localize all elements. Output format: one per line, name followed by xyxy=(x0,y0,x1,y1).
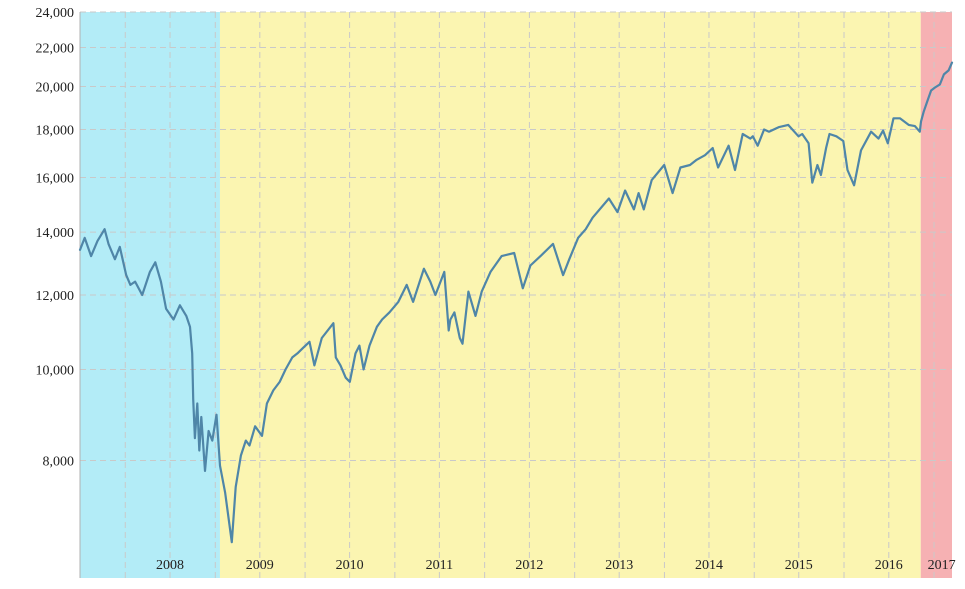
x-tick-label: 2015 xyxy=(785,558,813,573)
series-line-1 xyxy=(78,61,954,544)
x-tick-label: 2008 xyxy=(156,558,184,573)
x-tick-label: 2017 xyxy=(928,558,956,573)
x-tick-label: 2013 xyxy=(605,558,633,573)
x-tick-label: 2014 xyxy=(695,558,723,573)
y-tick-label: 22,000 xyxy=(36,42,75,57)
y-axis-ticks: 8,000 10,000 12,000 14,000 16,000 18,000 20,00… xyxy=(36,6,75,470)
x-axis-ticks: 2008 2009 2010 2011 2012 2013 2014 2015 2016 2017 xyxy=(156,558,956,573)
x-tick-label: 2011 xyxy=(426,558,453,573)
x-tick-label: 2012 xyxy=(515,558,543,573)
y-tick-label: 8,000 xyxy=(43,455,75,470)
y-tick-label: 12,000 xyxy=(36,289,75,304)
y-tick-label: 20,000 xyxy=(36,80,75,95)
y-tick-label: 16,000 xyxy=(36,172,75,187)
x-tick-label: 2016 xyxy=(875,558,903,573)
y-tick-label: 10,000 xyxy=(36,363,75,378)
y-tick-label: 18,000 xyxy=(36,123,75,138)
x-tick-label: 2009 xyxy=(246,558,274,573)
gridlines xyxy=(79,11,952,578)
x-tick-label: 2010 xyxy=(336,558,364,573)
y-tick-label: 14,000 xyxy=(36,226,75,241)
y-tick-label: 24,000 xyxy=(36,6,75,21)
series-layer xyxy=(78,61,954,544)
